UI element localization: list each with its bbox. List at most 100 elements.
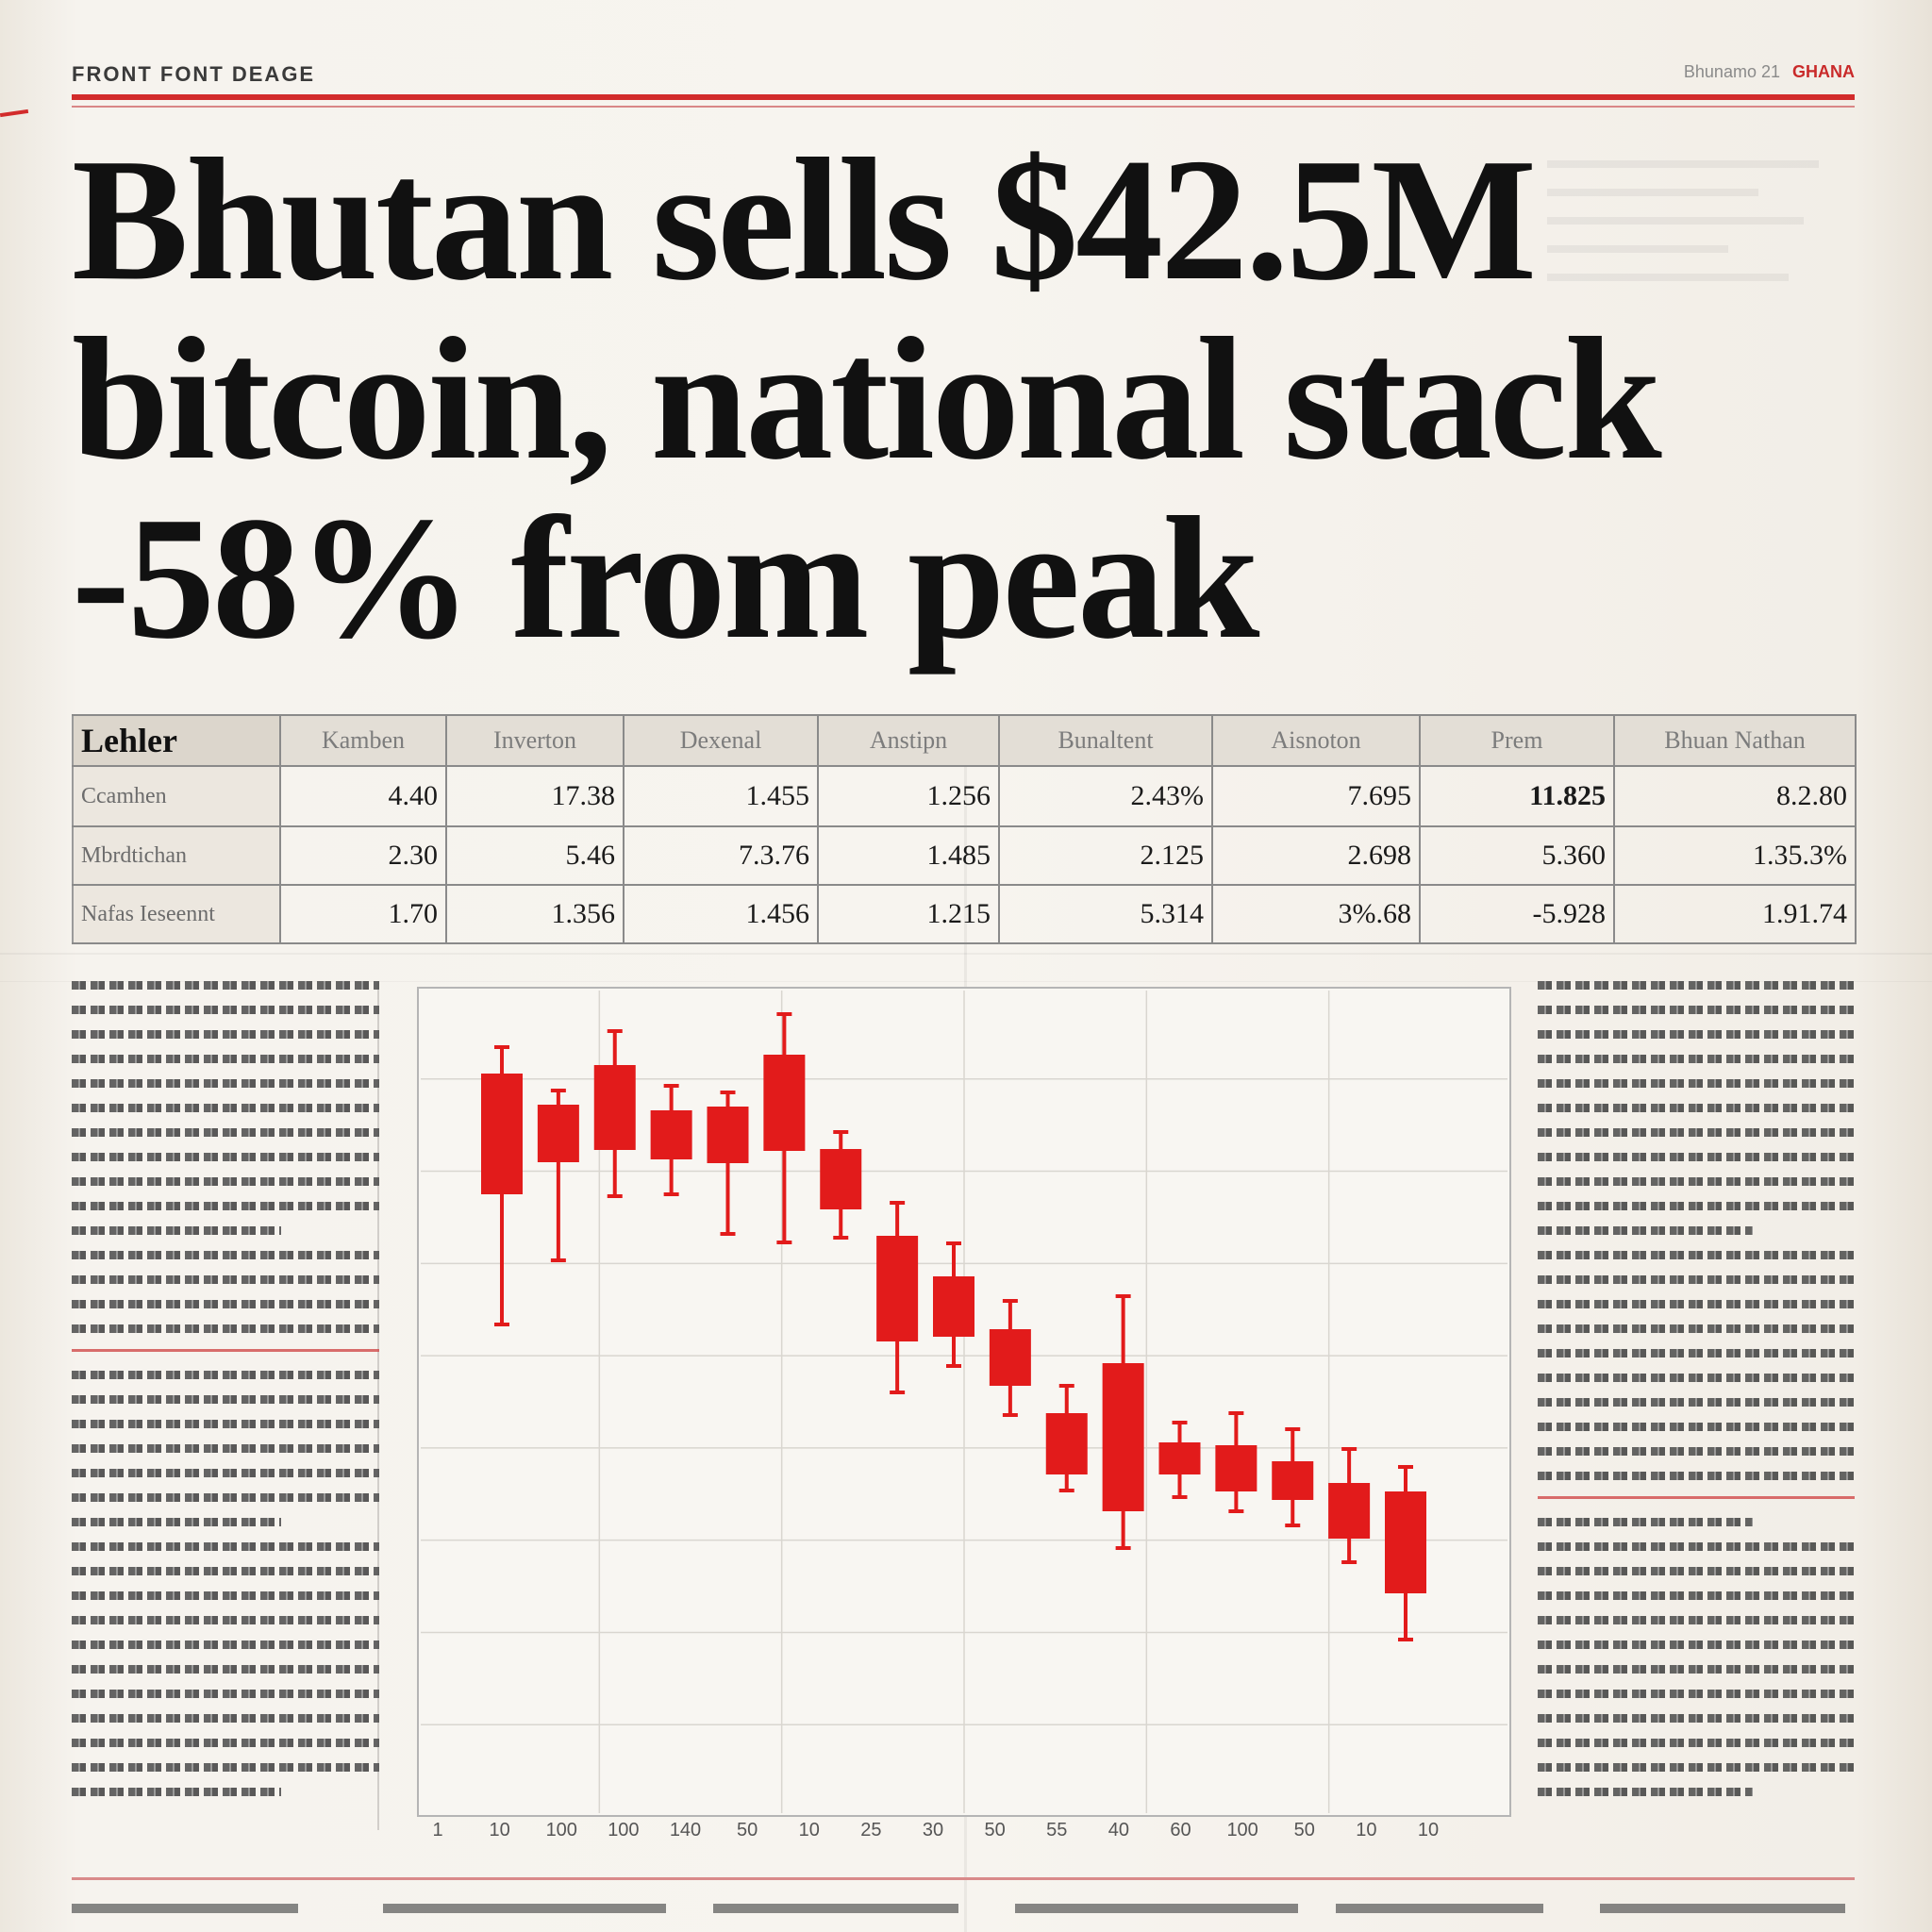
- text-line-placeholder: [72, 1128, 379, 1137]
- text-line-placeholder: [1538, 1542, 1855, 1551]
- table-cell: Mbrdtichan: [72, 825, 281, 886]
- table-cell: 17.38: [445, 765, 625, 827]
- table-cell: 1.91.74: [1613, 884, 1857, 944]
- text-line-placeholder: [72, 1006, 379, 1014]
- x-tick-label: 10: [490, 1820, 510, 1840]
- masthead-bar: FRONT FONT DEAGE Bhunamo 21 GHANA: [72, 58, 1855, 92]
- body-text-block: [1538, 981, 1855, 1796]
- text-line-placeholder: [72, 1763, 379, 1772]
- candle-body: [933, 1276, 974, 1337]
- bleed-through-text: [1547, 160, 1849, 302]
- table-header-row: Lehler Kamben Inverton Dexenal Anstipn B…: [72, 714, 1857, 767]
- text-line-placeholder: [72, 981, 379, 990]
- text-line-placeholder: [1538, 1324, 1855, 1333]
- text-line-placeholder: [72, 1616, 379, 1624]
- text-line-placeholder: [72, 1226, 281, 1235]
- section-label: FRONT FONT DEAGE: [72, 62, 316, 86]
- text-line-placeholder: [1538, 1567, 1855, 1575]
- text-line-placeholder: [72, 1324, 379, 1333]
- table-header: Inverton: [445, 714, 625, 767]
- text-line-placeholder: [72, 1665, 379, 1674]
- text-line-placeholder: [72, 1055, 379, 1063]
- table-header: Anstipn: [817, 714, 1000, 767]
- candle-body: [593, 1065, 636, 1150]
- table-cell: 11.825: [1419, 765, 1615, 827]
- table-header: Bhuan Nathan: [1613, 714, 1857, 767]
- text-line-placeholder: [1538, 1104, 1855, 1112]
- text-line-placeholder: [1538, 1079, 1855, 1088]
- text-line-placeholder: [1538, 1739, 1855, 1747]
- text-line-placeholder: [72, 1493, 379, 1502]
- headline-line-1: Bhutan sells $42.5M: [72, 123, 1537, 317]
- x-tick-label: 40: [1108, 1820, 1129, 1840]
- candle-body: [763, 1055, 806, 1151]
- text-line-placeholder: [72, 1371, 379, 1379]
- body-text-block: [72, 981, 379, 1796]
- table-row: Mbrdtichan 2.30 5.46 7.3.76 1.485 2.125 …: [72, 825, 1857, 886]
- text-line-placeholder: [1538, 1349, 1855, 1357]
- footer-text-placeholder: [72, 1904, 298, 1913]
- footer-text-placeholder: [383, 1904, 666, 1913]
- text-line-placeholder: [1538, 1641, 1855, 1649]
- text-line-placeholder: [1538, 1251, 1855, 1259]
- text-line-placeholder: [1538, 1788, 1754, 1796]
- x-tick-label: 50: [985, 1820, 1006, 1840]
- candle-body: [876, 1236, 919, 1341]
- edition-tag: GHANA: [1792, 62, 1855, 81]
- table-cell: 2.698: [1211, 825, 1421, 886]
- right-article-column: [1538, 981, 1855, 1849]
- table-header: Dexenal: [623, 714, 819, 767]
- stats-table: Lehler Kamben Inverton Dexenal Anstipn B…: [72, 714, 1857, 944]
- text-line-placeholder: [1538, 1374, 1855, 1382]
- candle-body: [1045, 1413, 1088, 1474]
- table-cell: 1.215: [817, 884, 1000, 944]
- table-row: Ccamhen 4.40 17.38 1.455 1.256 2.43% 7.6…: [72, 765, 1857, 827]
- x-tick-label: 100: [608, 1820, 639, 1840]
- candle-body: [1328, 1483, 1371, 1539]
- table-header: Bunaltent: [998, 714, 1213, 767]
- footer-text-placeholder: [1015, 1904, 1298, 1913]
- x-tick-label: 100: [546, 1820, 577, 1840]
- table-cell: Nafas Ieseennt: [72, 884, 281, 944]
- column-rule: [377, 981, 379, 1830]
- text-line-placeholder: [72, 1591, 379, 1600]
- footer-red-rule: [72, 1877, 1855, 1880]
- column-red-rule: [72, 1349, 379, 1352]
- candle-body: [989, 1329, 1031, 1386]
- table-cell: 5.46: [445, 825, 625, 886]
- left-article-column: [72, 981, 379, 1849]
- headline-line-2: bitcoin, national stack: [72, 302, 1662, 496]
- text-line-placeholder: [72, 1714, 379, 1723]
- table-header: Kamben: [279, 714, 447, 767]
- text-line-placeholder: [72, 1395, 379, 1404]
- candle-body: [1215, 1445, 1257, 1491]
- table-header: Aisnoton: [1211, 714, 1421, 767]
- footer-text-strip: [72, 1896, 1855, 1932]
- text-line-placeholder: [1538, 1763, 1855, 1772]
- text-line-placeholder: [1538, 1423, 1855, 1431]
- text-line-placeholder: [1538, 1447, 1855, 1456]
- x-tick-label: 10: [1418, 1820, 1439, 1840]
- table-header: Lehler: [72, 714, 281, 767]
- text-line-placeholder: [72, 1739, 379, 1747]
- text-line-placeholder: [1538, 1226, 1754, 1235]
- candle-body: [1158, 1442, 1201, 1474]
- table-cell: 1.455: [623, 765, 819, 827]
- text-line-placeholder: [72, 1420, 379, 1428]
- footer-text-placeholder: [1336, 1904, 1543, 1913]
- table-cell: 5.314: [998, 884, 1213, 944]
- text-line-placeholder: [72, 1275, 379, 1284]
- text-line-placeholder: [1538, 1006, 1855, 1014]
- text-line-placeholder: [1538, 1030, 1855, 1039]
- candle-body: [537, 1105, 579, 1162]
- table-cell: 1.70: [279, 884, 447, 944]
- candle-body: [1385, 1491, 1426, 1593]
- text-line-placeholder: [72, 1177, 379, 1186]
- table-cell: 1.356: [445, 884, 625, 944]
- text-line-placeholder: [1538, 1591, 1855, 1600]
- x-tick-label: 60: [1170, 1820, 1191, 1840]
- table-cell: 7.3.76: [623, 825, 819, 886]
- text-line-placeholder: [72, 1251, 379, 1259]
- table-header: Prem: [1419, 714, 1615, 767]
- footer-text-placeholder: [713, 1904, 958, 1913]
